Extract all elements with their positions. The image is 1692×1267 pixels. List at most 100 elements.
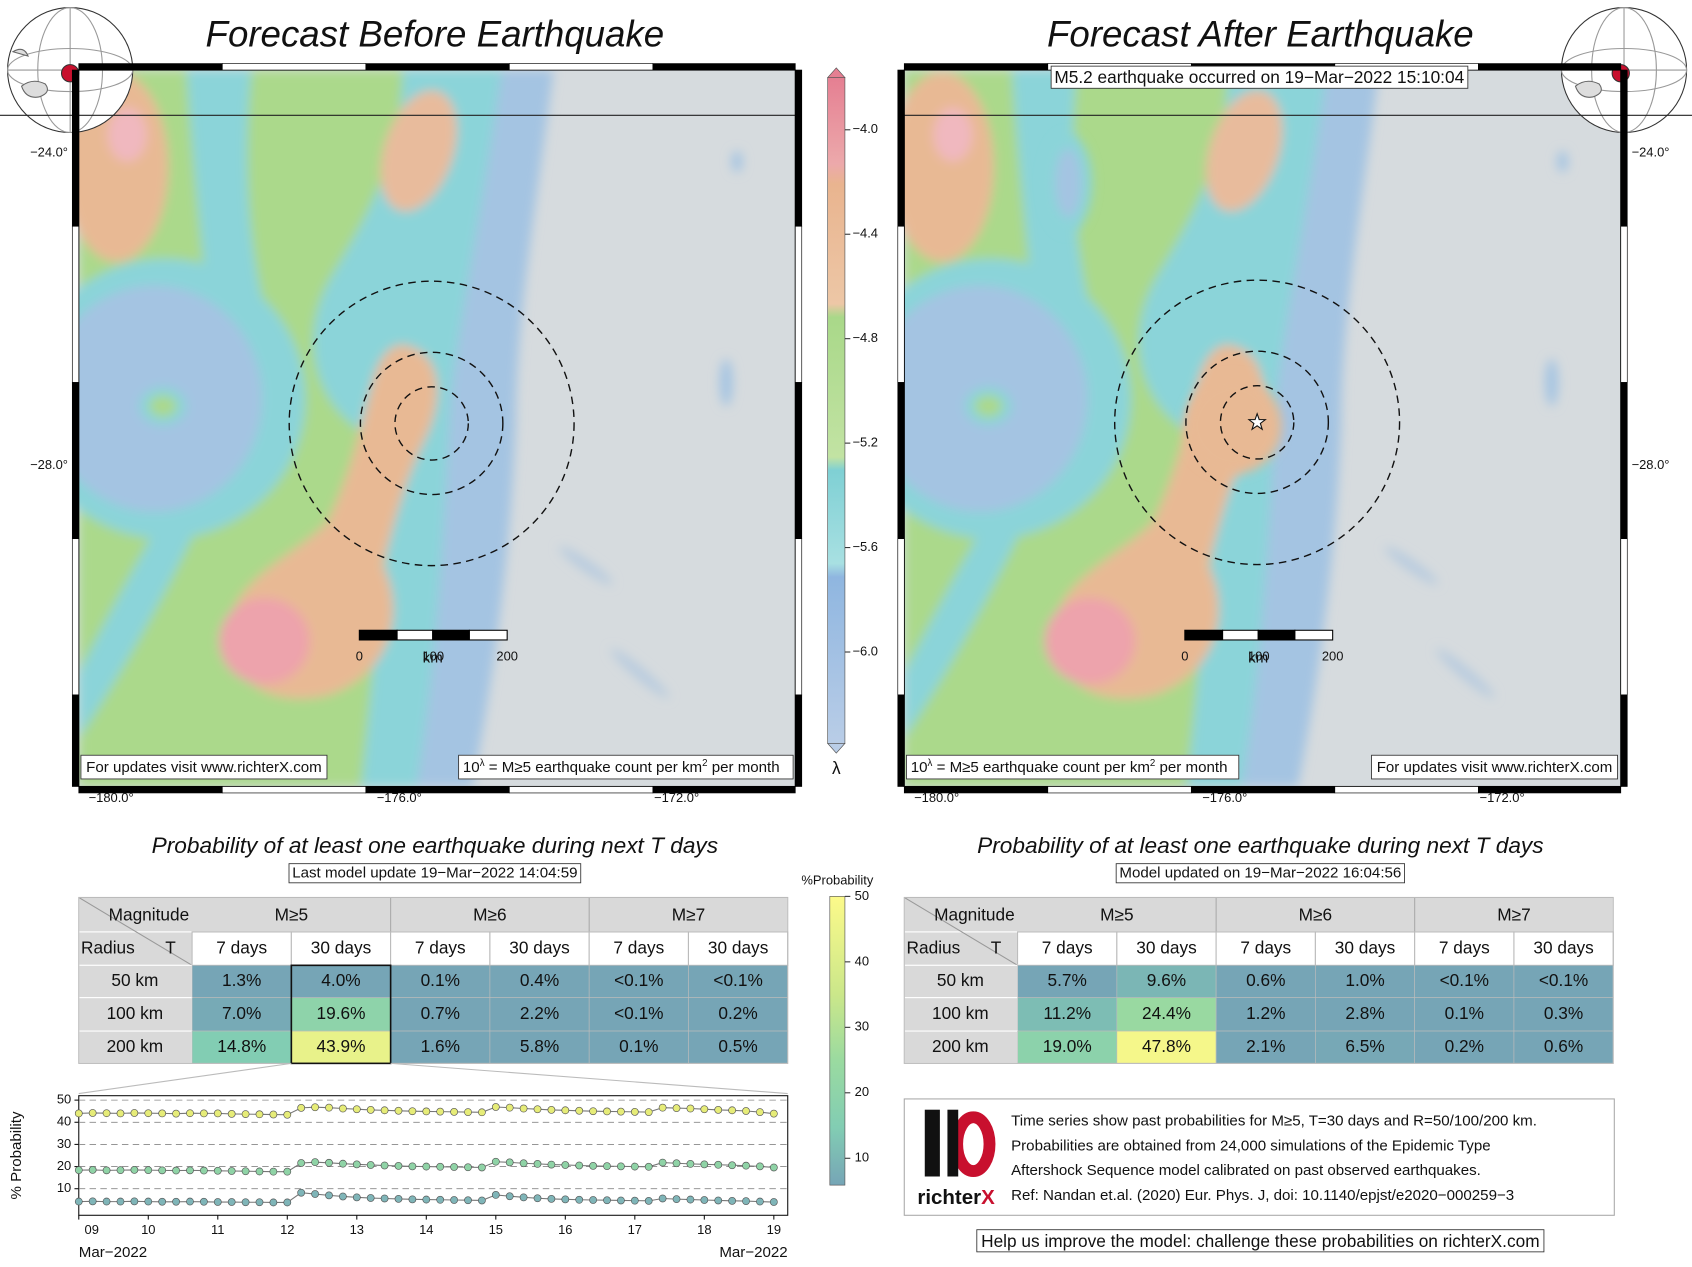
frame-stripe bbox=[1047, 786, 1192, 794]
credit: For updates visit www.richterX.com bbox=[86, 759, 322, 776]
duration-cell bbox=[1414, 931, 1515, 966]
series-point bbox=[144, 1109, 153, 1118]
series-point bbox=[547, 1160, 556, 1169]
series-point bbox=[352, 1105, 361, 1114]
series-point bbox=[311, 1158, 319, 1167]
scale-segment bbox=[432, 629, 470, 641]
table-cell bbox=[1215, 965, 1316, 998]
series-point bbox=[283, 1167, 292, 1176]
series-point bbox=[533, 1160, 542, 1168]
scale-segment bbox=[1184, 629, 1224, 641]
radius-circle bbox=[288, 280, 575, 567]
colorbar-cap bbox=[826, 67, 846, 78]
corner-label: Magnitude bbox=[934, 904, 1015, 924]
lat-label: −28.0° bbox=[1632, 457, 1670, 472]
series-point bbox=[742, 1107, 750, 1115]
table-cell bbox=[1116, 1030, 1217, 1064]
frame-stripe bbox=[509, 63, 654, 71]
x-tick-label: 14 bbox=[419, 1222, 433, 1237]
map-title: Forecast After Earthquake bbox=[1047, 13, 1474, 54]
duration-header: 7 days bbox=[613, 938, 664, 958]
duration-cell bbox=[1017, 931, 1118, 966]
series-point bbox=[325, 1158, 333, 1167]
lat-label: −24.0° bbox=[1632, 144, 1670, 159]
table-value: 6.5% bbox=[1345, 1036, 1384, 1056]
legend-box bbox=[458, 754, 794, 780]
series-point bbox=[102, 1166, 111, 1175]
series-point bbox=[519, 1159, 528, 1168]
credit: For updates visit www.richterX.com bbox=[1377, 759, 1613, 776]
magnitude-header: M≥5 bbox=[275, 904, 308, 924]
series-point bbox=[422, 1107, 431, 1116]
corner-label: Radius bbox=[81, 938, 135, 958]
table-value: 2.1% bbox=[1246, 1036, 1285, 1056]
series-point bbox=[394, 1162, 403, 1170]
epicenter-star bbox=[1247, 412, 1267, 431]
legend-part: per month bbox=[1155, 759, 1227, 776]
colorbar-tick-label: −5.2 bbox=[852, 435, 878, 450]
series-point bbox=[519, 1193, 528, 1202]
corner-label: Magnitude bbox=[109, 904, 190, 924]
series-point bbox=[603, 1107, 611, 1116]
y-axis-label: % Probability bbox=[8, 1111, 25, 1199]
table-value: <0.1% bbox=[1539, 970, 1588, 990]
table-cell bbox=[588, 997, 689, 1032]
table-value: 0.7% bbox=[421, 1003, 460, 1023]
series-point bbox=[491, 1157, 500, 1166]
table-value: 2.8% bbox=[1345, 1003, 1384, 1023]
row-header: 100 km bbox=[932, 1003, 989, 1023]
series-point bbox=[269, 1167, 278, 1176]
table-value: 1.2% bbox=[1246, 1003, 1285, 1023]
x-tick-label: 17 bbox=[628, 1222, 642, 1237]
series-point bbox=[227, 1198, 236, 1206]
series-point bbox=[186, 1109, 194, 1118]
label-box bbox=[1115, 863, 1405, 884]
legend-part: 10 bbox=[463, 759, 480, 776]
magnitude-header: M≥7 bbox=[1497, 904, 1530, 924]
frame-stripe bbox=[71, 225, 80, 383]
radius-circle bbox=[1219, 385, 1295, 460]
series-point bbox=[74, 1109, 83, 1118]
scale-label: 200 bbox=[1322, 649, 1344, 664]
series-point bbox=[158, 1197, 167, 1206]
series-point bbox=[700, 1160, 709, 1169]
series-point bbox=[505, 1103, 514, 1112]
table-cell bbox=[688, 1030, 789, 1064]
frame-stripe bbox=[652, 63, 796, 71]
lat-label: −28.0° bbox=[30, 457, 68, 472]
row-header-cell bbox=[903, 964, 1019, 999]
series-point bbox=[339, 1104, 347, 1113]
scale-segment bbox=[1257, 629, 1296, 641]
frame-stripe bbox=[794, 69, 803, 227]
x-tick-label: 18 bbox=[697, 1222, 711, 1237]
row-header: 200 km bbox=[107, 1036, 164, 1056]
table-cell bbox=[489, 1030, 590, 1064]
series-point bbox=[199, 1109, 208, 1118]
series-point bbox=[575, 1106, 584, 1115]
series-point bbox=[352, 1160, 361, 1169]
series-point bbox=[714, 1196, 723, 1205]
frame-stripe bbox=[652, 786, 796, 794]
info-line: Aftershock Sequence model calibrated on … bbox=[1011, 1162, 1481, 1179]
colorbar-tick-label: −4.0 bbox=[852, 121, 878, 136]
series-point bbox=[297, 1188, 306, 1197]
scale-label: 200 bbox=[496, 649, 518, 664]
scale-label: 0 bbox=[356, 649, 363, 664]
series-point bbox=[756, 1162, 764, 1171]
frame-stripe bbox=[1620, 69, 1628, 227]
series-point bbox=[658, 1103, 667, 1112]
prob-colorbar bbox=[829, 896, 846, 1186]
series-point bbox=[158, 1166, 167, 1175]
frame-stripe bbox=[897, 69, 905, 227]
logo-bar bbox=[947, 1109, 959, 1177]
boxed-label: Model updated on 19−Mar−2022 16:04:56 bbox=[1119, 865, 1401, 882]
lon-label: −176.0° bbox=[377, 790, 422, 805]
series-point bbox=[533, 1194, 542, 1203]
series-point bbox=[617, 1196, 625, 1205]
x-tick-label: 09 bbox=[85, 1222, 99, 1237]
colorbar-tick-label: −5.6 bbox=[852, 539, 878, 554]
series-point bbox=[672, 1195, 681, 1203]
table-value: <0.1% bbox=[713, 970, 762, 990]
series-point bbox=[352, 1193, 361, 1202]
duration-header: 30 days bbox=[708, 938, 768, 958]
